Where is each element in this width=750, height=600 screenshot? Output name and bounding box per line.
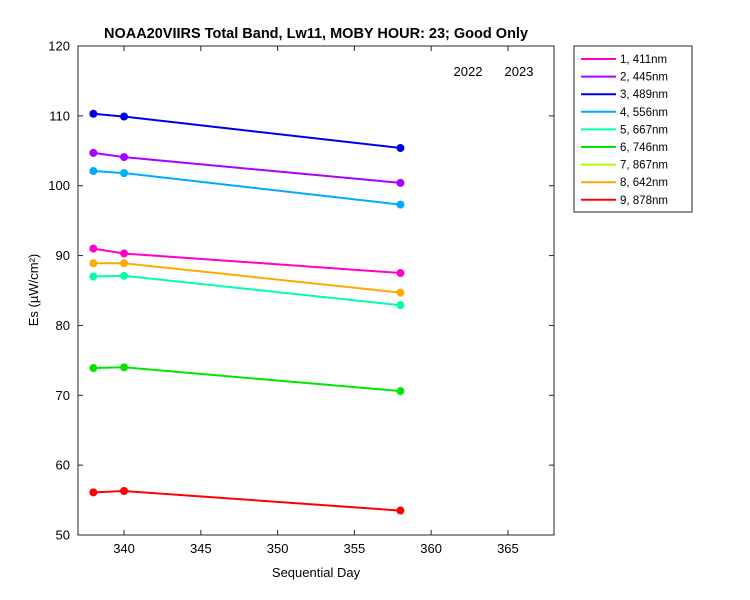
data-point — [120, 112, 129, 121]
y-tick-label: 70 — [56, 388, 70, 403]
data-point — [89, 259, 98, 268]
y-tick-label: 90 — [56, 248, 70, 263]
series-8 — [89, 259, 405, 297]
data-point — [89, 167, 98, 176]
data-point — [89, 364, 98, 373]
series-5 — [89, 271, 405, 310]
data-point — [89, 109, 98, 118]
series-2 — [89, 148, 405, 187]
data-point — [396, 269, 405, 278]
series-9 — [89, 486, 405, 515]
series-4 — [89, 167, 405, 209]
y-axis: 50 60 70 80 90 100 110 120 — [48, 39, 554, 543]
data-point — [120, 249, 129, 258]
legend-label: 9, 878nm — [620, 195, 668, 207]
legend-label: 2, 445nm — [620, 72, 668, 84]
y-tick-label: 50 — [56, 528, 70, 543]
data-point — [89, 488, 98, 497]
x-tick-label: 365 — [497, 541, 519, 556]
series-1 — [89, 244, 405, 278]
series-6 — [89, 363, 405, 396]
series-3 — [89, 109, 405, 152]
data-point — [396, 387, 405, 396]
y-tick-label: 80 — [56, 318, 70, 333]
legend-label: 4, 556nm — [620, 107, 668, 119]
x-tick-label: 340 — [113, 541, 135, 556]
x-tick-label: 350 — [267, 541, 289, 556]
data-point — [120, 486, 129, 495]
data-point — [396, 288, 405, 297]
legend-label: 3, 489nm — [620, 89, 668, 101]
data-point — [120, 363, 129, 372]
year-label-2023: 2023 — [505, 64, 534, 79]
x-tick-label: 360 — [420, 541, 442, 556]
x-axis: 340 345 350 355 360 365 — [113, 46, 519, 556]
data-point — [89, 244, 98, 253]
data-point — [120, 169, 129, 178]
data-point — [396, 143, 405, 152]
y-tick-label: 110 — [49, 108, 70, 123]
data-point — [120, 153, 129, 162]
y-tick-label: 120 — [48, 39, 70, 54]
x-tick-label: 345 — [190, 541, 212, 556]
year-label-2022: 2022 — [454, 64, 483, 79]
chart-title: NOAA20VIIRS Total Band, Lw11, MOBY HOUR:… — [104, 26, 528, 42]
data-point — [120, 271, 129, 280]
y-axis-label: Es (µW/cm²) — [26, 254, 41, 326]
legend-label: 8, 642nm — [620, 177, 668, 189]
x-tick-label: 355 — [344, 541, 366, 556]
data-point — [396, 178, 405, 187]
legend-label: 7, 867nm — [620, 160, 668, 172]
data-point — [120, 259, 129, 268]
data-point — [396, 200, 405, 209]
series-layer — [89, 109, 405, 515]
data-point — [396, 506, 405, 515]
plot-area — [78, 46, 554, 535]
legend-label: 6, 746nm — [620, 142, 668, 154]
legend: 1, 411nm 2, 445nm 3, 489nm 4, 556nm 5, 667nm… — [573, 45, 693, 213]
y-tick-label: 100 — [48, 178, 70, 193]
legend-label: 1, 411nm — [620, 54, 667, 66]
data-point — [89, 148, 98, 157]
y-tick-label: 60 — [56, 458, 70, 473]
data-point — [89, 272, 98, 281]
x-axis-label: Sequential Day — [272, 565, 361, 580]
legend-label: 5, 667nm — [620, 124, 668, 136]
plot-frame — [77, 45, 555, 536]
data-point — [396, 301, 405, 310]
